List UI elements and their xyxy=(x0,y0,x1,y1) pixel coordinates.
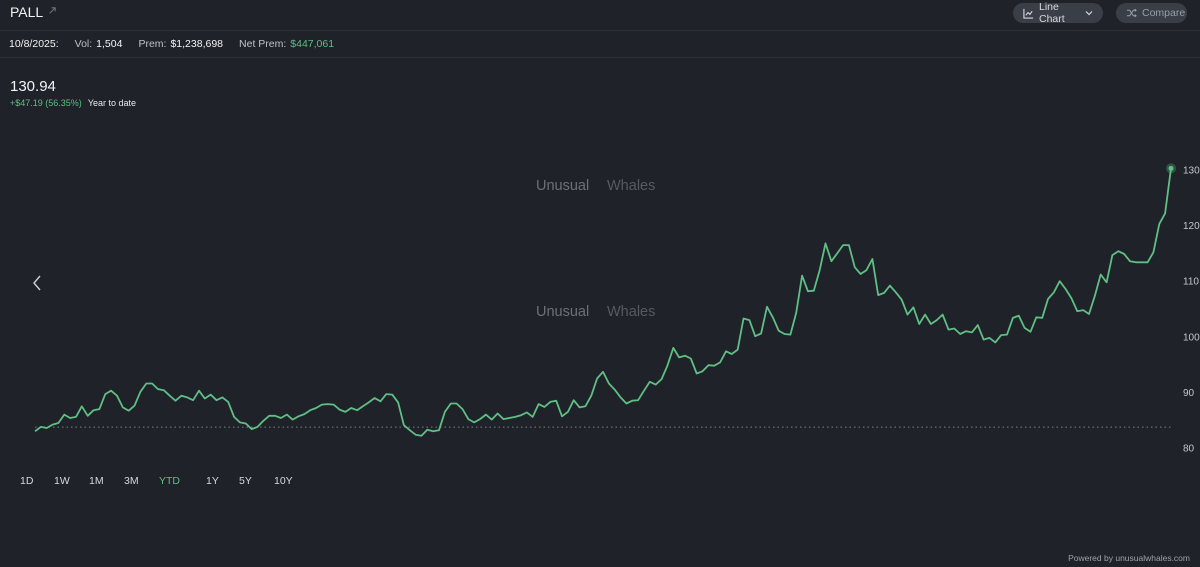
price-line-series xyxy=(34,168,1172,437)
line-chart-button[interactable]: Line Chart xyxy=(1013,1,1103,25)
external-link-icon[interactable] xyxy=(48,6,57,18)
y-tick-label: 120 xyxy=(1183,221,1200,232)
watermark-word-2: Whales xyxy=(607,178,655,194)
net-prem-label: Net Prem: xyxy=(239,38,287,50)
y-tick-label: 100 xyxy=(1183,332,1200,343)
y-tick-label: 110 xyxy=(1183,277,1199,288)
watermark-word-1: Unusual xyxy=(536,304,589,320)
range-3m[interactable]: 3M xyxy=(124,475,139,487)
y-axis: 130 120 110 100 90 80 xyxy=(1183,166,1200,455)
top-bar: PALL Line Chart Compare xyxy=(0,0,1200,28)
range-1m[interactable]: 1M xyxy=(89,475,104,487)
shuffle-icon xyxy=(1126,8,1137,18)
prem-value: $1,238,698 xyxy=(170,38,224,50)
chevron-left-icon[interactable] xyxy=(30,274,44,292)
y-tick-label: 90 xyxy=(1183,388,1195,399)
range-ytd[interactable]: YTD xyxy=(159,475,180,487)
watermark-word-2: Whales xyxy=(607,304,655,320)
ticker-symbol: PALL xyxy=(10,4,44,20)
range-selector: 1D 1W 1M 3M YTD 1Y 5Y 10Y xyxy=(20,475,304,487)
vol-value: 1,504 xyxy=(96,38,123,50)
y-tick-label: 80 xyxy=(1183,444,1195,455)
price-change: +$47.19 (56.35%) Year to date xyxy=(10,98,136,108)
stats-bar: 10/8/2025: Vol: 1,504 Prem: $1,238,698 N… xyxy=(0,30,1200,58)
compare-button[interactable]: Compare xyxy=(1116,3,1187,23)
range-10y[interactable]: 10Y xyxy=(274,475,293,487)
watermark-group: Unusual Whales Unusual Whales xyxy=(536,178,655,320)
prem-label: Prem: xyxy=(138,38,167,50)
watermark-word-1: Unusual xyxy=(536,178,589,194)
range-5y[interactable]: 5Y xyxy=(239,475,252,487)
range-1y[interactable]: 1Y xyxy=(206,475,219,487)
last-point-marker[interactable] xyxy=(1168,165,1174,171)
vol-label: Vol: xyxy=(74,38,93,50)
range-1w[interactable]: 1W xyxy=(54,475,70,487)
line-chart-label: Line Chart xyxy=(1039,1,1065,25)
ticker-title[interactable]: PALL xyxy=(10,4,57,20)
range-1d[interactable]: 1D xyxy=(20,475,34,487)
current-price: 130.94 xyxy=(10,78,56,95)
change-period: Year to date xyxy=(87,98,137,108)
net-prem-value: $447,061 xyxy=(290,38,335,50)
y-tick-label: 130 xyxy=(1183,166,1200,177)
chevron-down-icon xyxy=(1085,10,1093,16)
powered-by-footer: Powered by unusualwhales.com xyxy=(1068,553,1190,563)
line-chart-icon xyxy=(1023,8,1034,19)
stats-date: 10/8/2025: xyxy=(9,38,59,50)
change-value: +$47.19 (56.35%) xyxy=(10,98,82,108)
compare-label: Compare xyxy=(1142,7,1186,19)
